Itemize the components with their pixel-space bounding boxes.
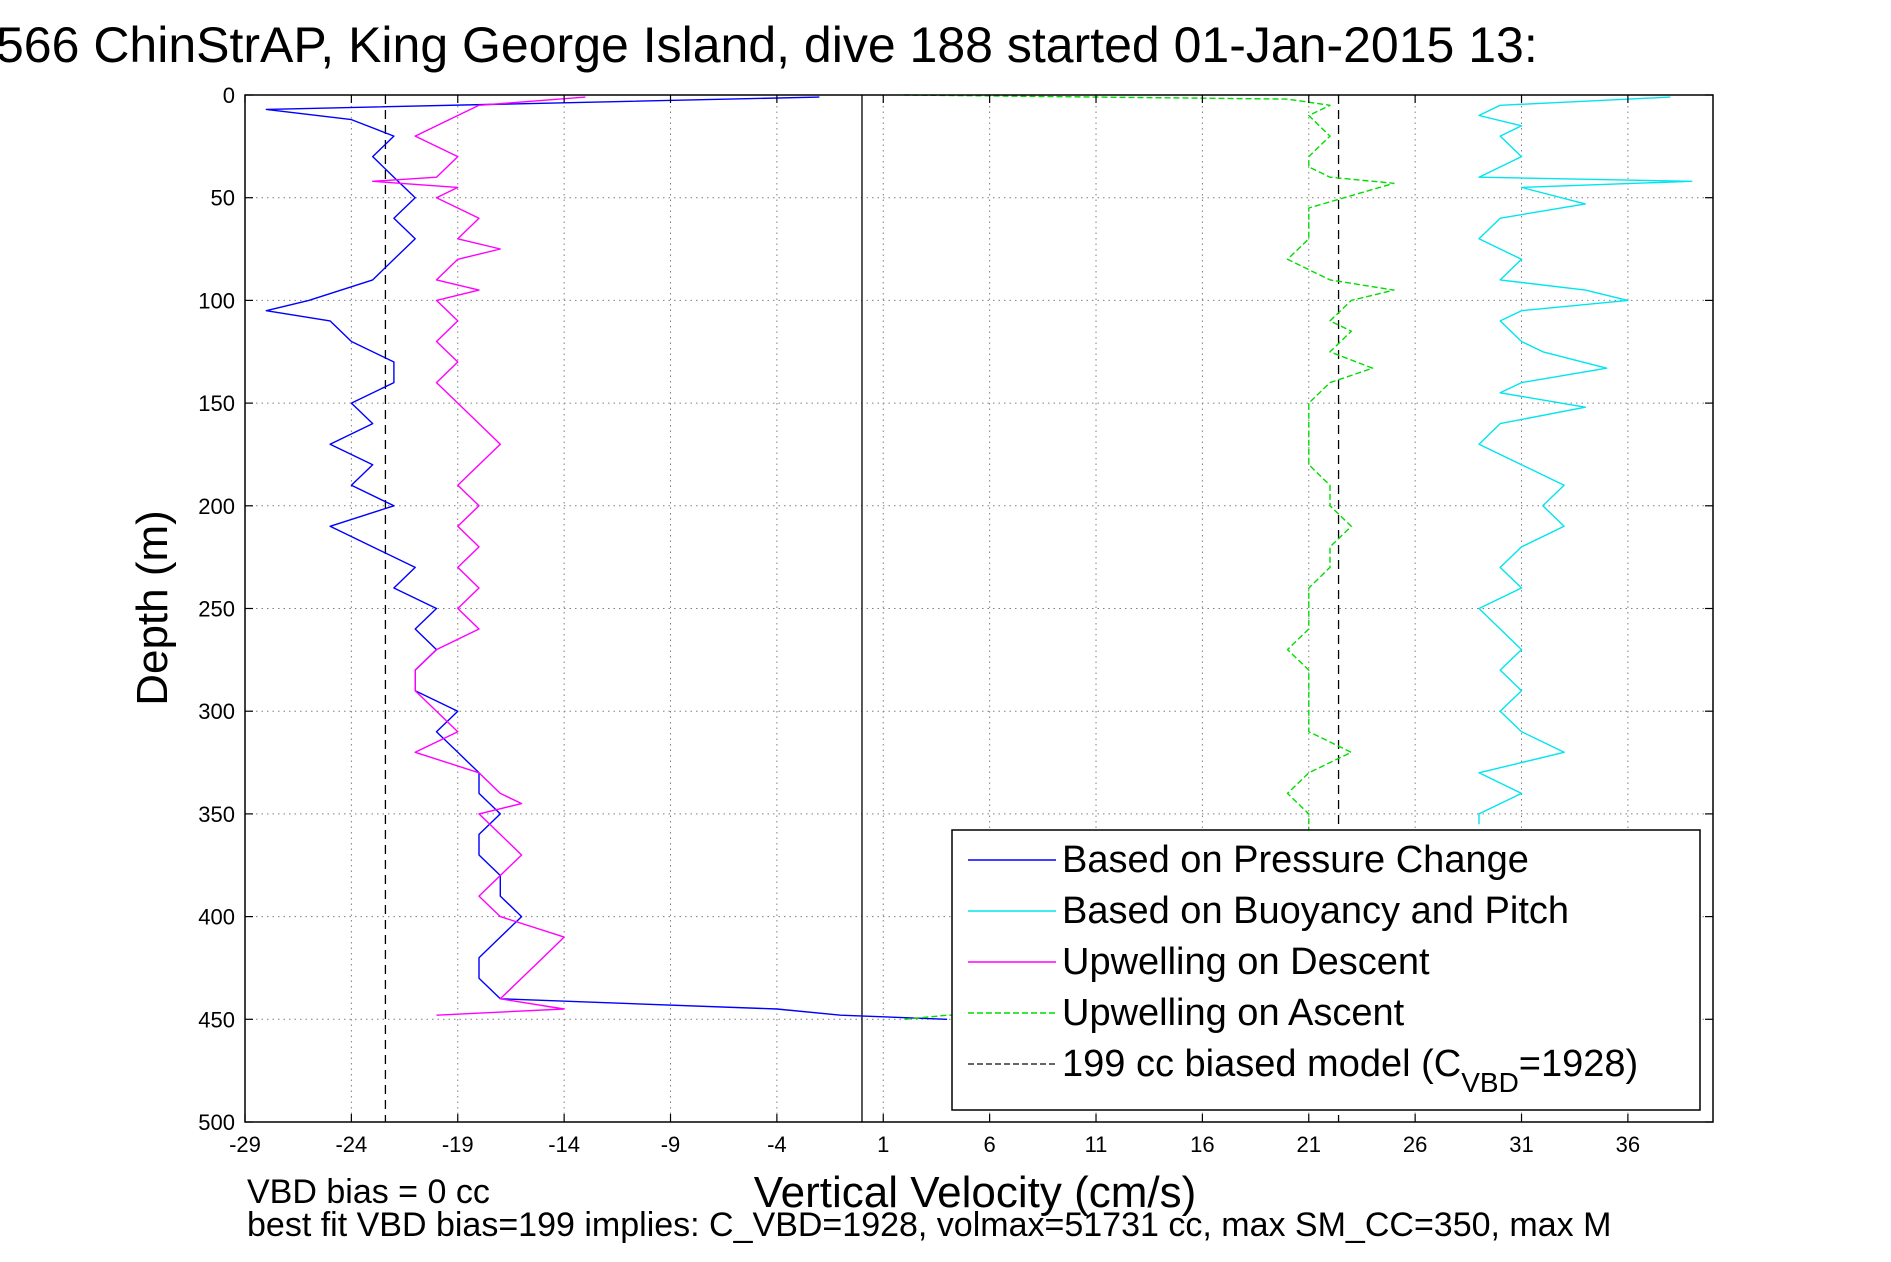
x-tick-label: 1 <box>877 1132 889 1157</box>
series-line-4 <box>904 94 1395 1020</box>
y-tick-label: 300 <box>198 699 235 724</box>
x-tick-label: -14 <box>548 1132 580 1157</box>
data-series <box>265 94 1693 1020</box>
x-tick-label: 16 <box>1190 1132 1214 1157</box>
legend-label-1: Based on Pressure Change <box>1062 839 1529 881</box>
y-tick-label: 250 <box>198 597 235 622</box>
y-axis-label: Depth (m) <box>128 510 177 706</box>
x-tick-label: -9 <box>661 1132 681 1157</box>
y-tick-label: 350 <box>198 802 235 827</box>
y-tick-label: 0 <box>223 83 235 108</box>
chart-legend: Based on Pressure Change Based on Buoyanc… <box>951 829 1701 1111</box>
series-line-2 <box>1478 96 1693 825</box>
footer-vbd-bias: VBD bias = 0 cc <box>247 1173 490 1211</box>
series-line-1 <box>265 96 948 1020</box>
footer-best-fit: best fit VBD bias=199 implies: C_VBD=192… <box>247 1206 1611 1244</box>
y-tick-label: 450 <box>198 1007 235 1032</box>
legend-label-4: Upwelling on Ascent <box>1062 992 1405 1034</box>
legend-label-3: Upwelling on Descent <box>1062 941 1430 983</box>
x-tick-label: -29 <box>229 1132 261 1157</box>
legend-label-2: Based on Buoyancy and Pitch <box>1062 890 1569 932</box>
x-tick-label: 6 <box>984 1132 996 1157</box>
y-tick-label: 100 <box>198 288 235 313</box>
chart-title: 566 ChinStrAP, King George Island, dive … <box>0 17 1538 73</box>
y-tick-label: 500 <box>198 1110 235 1135</box>
y-tick-label: 50 <box>211 186 235 211</box>
y-tick-label: 150 <box>198 391 235 416</box>
legend-label-tail: =1928) <box>1519 1043 1638 1085</box>
x-tick-label: 31 <box>1509 1132 1533 1157</box>
x-tick-label: 36 <box>1616 1132 1640 1157</box>
x-tick-label: 26 <box>1403 1132 1427 1157</box>
x-axis-label: Vertical Velocity (cm/s) <box>754 1168 1197 1217</box>
x-tick-label: -19 <box>442 1132 474 1157</box>
legend-box <box>951 829 1701 1111</box>
x-tick-label: 11 <box>1085 1132 1108 1157</box>
series-line-3 <box>372 96 586 1016</box>
x-tick-label: -4 <box>767 1132 787 1157</box>
legend-subscript: VBD <box>1461 1067 1519 1098</box>
x-tick-label: 21 <box>1297 1132 1321 1157</box>
axis-ticks: -29 -24 -19 -14 -9 -4 1 6 11 16 21 26 31 360501001502… <box>198 83 1713 1157</box>
y-tick-label: 200 <box>198 494 235 519</box>
x-tick-label: -24 <box>335 1132 367 1157</box>
y-tick-label: 400 <box>198 905 235 930</box>
